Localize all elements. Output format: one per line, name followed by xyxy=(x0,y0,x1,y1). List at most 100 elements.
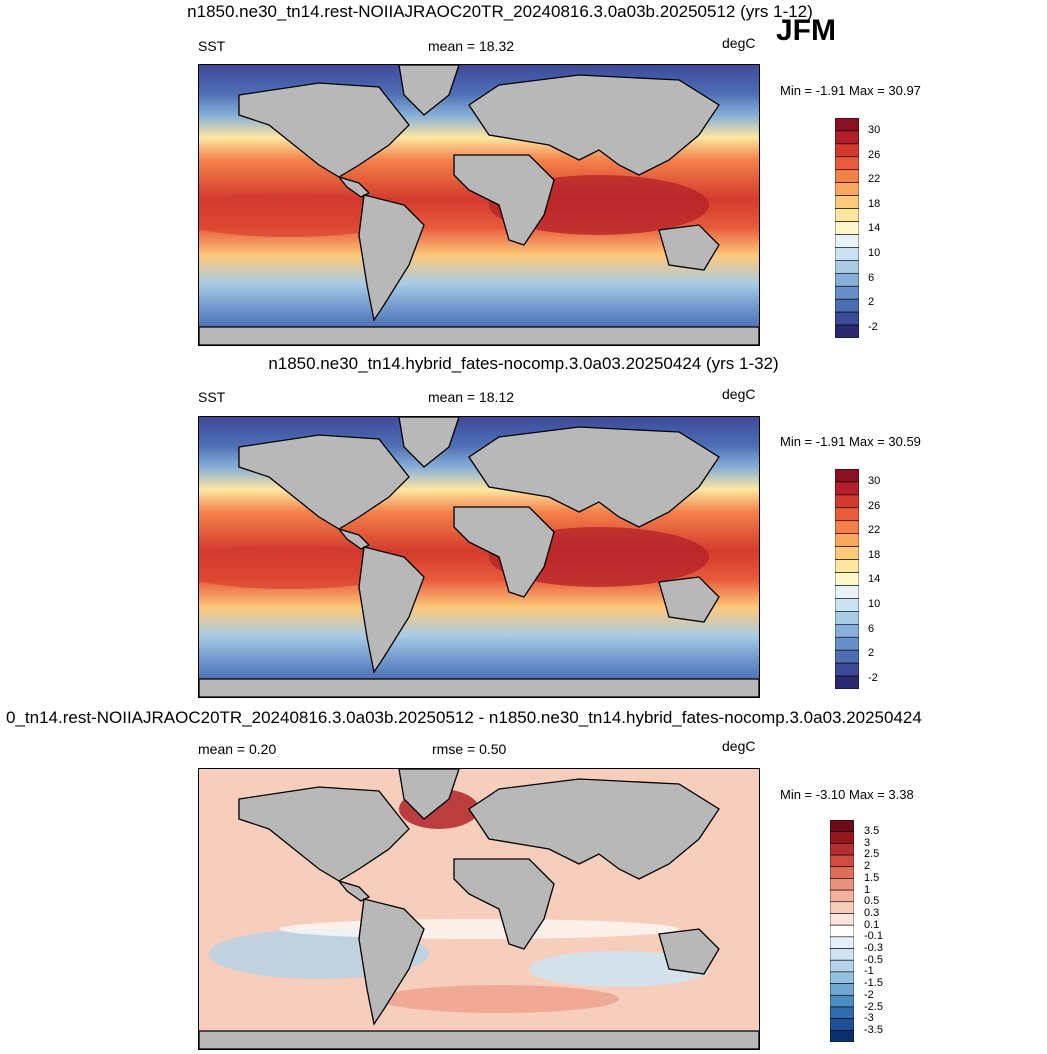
colorbar-swatch xyxy=(834,468,860,483)
panel1-mean-label: mean = 18.32 xyxy=(428,38,515,54)
africa xyxy=(453,858,555,950)
colorbar-tick-label: 26 xyxy=(868,148,881,161)
colorbar-swatch xyxy=(834,143,860,158)
colorbar-swatch xyxy=(829,971,855,984)
colorbar-swatch xyxy=(829,948,855,961)
colorbar-swatch xyxy=(829,854,855,868)
panel2-left-label: SST xyxy=(198,389,226,405)
colorbar-tick-label: 6 xyxy=(868,271,875,284)
colorbar-tick-label: 0.3 xyxy=(864,906,880,919)
panel3-colorbar-svg xyxy=(829,819,855,1043)
colorbar-swatch xyxy=(834,117,860,132)
colorbar-swatch xyxy=(829,843,855,856)
colorbar-tick-label: 22 xyxy=(868,524,881,537)
colorbar-tick-label: 0.1 xyxy=(864,918,880,931)
colorbar-swatch xyxy=(834,130,860,145)
colorbar-swatch xyxy=(834,559,860,573)
warm-tongue xyxy=(199,545,409,589)
colorbar-tick-label: 6 xyxy=(868,622,875,635)
colorbar-swatch xyxy=(834,623,860,638)
panel2-unit-label: degC xyxy=(722,386,756,402)
colorbar-tick-label: 26 xyxy=(868,499,881,512)
colorbar-swatch xyxy=(834,234,860,248)
north-america xyxy=(238,82,410,178)
panel1-colorbar xyxy=(834,117,860,339)
africa xyxy=(453,506,555,598)
south-america xyxy=(358,546,425,674)
panel1-left-label: SST xyxy=(198,38,226,54)
colorbar-swatch xyxy=(834,195,860,209)
colorbar-swatch xyxy=(834,675,860,690)
south-america xyxy=(358,898,425,1026)
australia xyxy=(658,576,720,623)
colorbar-tick-label: -2 xyxy=(868,671,878,684)
warm-anomaly-so xyxy=(379,985,619,1013)
colorbar-swatch xyxy=(829,1006,855,1019)
land-masses xyxy=(199,769,759,1049)
colorbar-swatch xyxy=(834,507,860,522)
colorbar-swatch xyxy=(834,546,860,560)
colorbar-swatch xyxy=(834,285,860,300)
panel2-minmax: Min = -1.91 Max = 30.59 xyxy=(780,434,921,449)
colorbar-tick-label: 0.5 xyxy=(864,895,880,908)
colorbar-tick-label: 2 xyxy=(868,647,875,660)
antarctica xyxy=(199,678,759,697)
colorbar-swatch xyxy=(834,585,860,599)
panel3-unit-label: degC xyxy=(722,738,756,754)
panel2-map xyxy=(198,416,760,698)
colorbar-swatch xyxy=(829,924,855,938)
colorbar-tick-label: 18 xyxy=(868,548,881,561)
panel1-map-svg xyxy=(199,65,759,345)
eurasia xyxy=(468,426,720,528)
colorbar-swatch xyxy=(834,156,860,171)
colorbar-tick-label: 10 xyxy=(868,598,881,610)
colorbar-swatch xyxy=(829,913,855,926)
colorbar-swatch xyxy=(834,247,860,261)
panel2-colorbar xyxy=(834,468,860,690)
neutral-band xyxy=(279,919,679,939)
south-america xyxy=(358,194,425,322)
colorbar-tick-label: 2 xyxy=(868,296,875,309)
colorbar-tick-label: 14 xyxy=(868,222,881,235)
colorbar-swatch xyxy=(829,889,855,903)
colorbar-tick-label: 3 xyxy=(864,836,871,849)
colorbar-swatch xyxy=(829,1018,855,1031)
colorbar-swatch xyxy=(829,878,855,891)
colorbar-swatch xyxy=(834,649,860,664)
greenland xyxy=(398,65,460,116)
colorbar-swatch xyxy=(829,959,855,973)
colorbar-swatch xyxy=(834,494,860,509)
colorbar-swatch xyxy=(834,636,860,651)
africa xyxy=(453,154,555,246)
colorbar-tick-label: 18 xyxy=(868,197,881,210)
australia xyxy=(658,928,720,975)
antarctica xyxy=(199,326,759,345)
colorbar-tick-label: -0.3 xyxy=(864,942,883,954)
colorbar-swatch xyxy=(834,182,860,196)
colorbar-swatch xyxy=(829,819,855,832)
colorbar-tick-label: 1.5 xyxy=(864,871,880,884)
colorbar-tick-label: 1 xyxy=(864,883,871,896)
panel3-title: 0_tn14.rest-NOIIAJRAOC20TR_20240816.3.0a… xyxy=(6,708,922,727)
colorbar-tick-label: 2.5 xyxy=(864,848,880,861)
colorbar-swatch xyxy=(834,298,860,313)
panel2-map-svg xyxy=(199,417,759,697)
australia xyxy=(658,224,720,271)
colorbar-swatch xyxy=(829,831,855,844)
colorbar-swatch xyxy=(829,901,855,914)
antarctica xyxy=(199,1030,759,1049)
colorbar-tick-label: 10 xyxy=(868,247,881,259)
cool-anomaly-2 xyxy=(529,951,709,987)
colorbar-swatch xyxy=(834,311,860,326)
colorbar-swatch xyxy=(834,260,860,274)
colorbar-swatch xyxy=(834,662,860,677)
panel3-mean-label: mean = 0.20 xyxy=(198,741,277,757)
warm-tongue xyxy=(199,193,409,237)
colorbar-swatch xyxy=(829,866,855,879)
colorbar-tick-label: 30 xyxy=(868,124,881,136)
panel2-colorbar-svg xyxy=(834,468,860,690)
panel3-map xyxy=(198,768,760,1050)
colorbar-swatch xyxy=(834,533,860,547)
colorbar-tick-label: -0.5 xyxy=(864,953,883,966)
panel1-map xyxy=(198,64,760,346)
